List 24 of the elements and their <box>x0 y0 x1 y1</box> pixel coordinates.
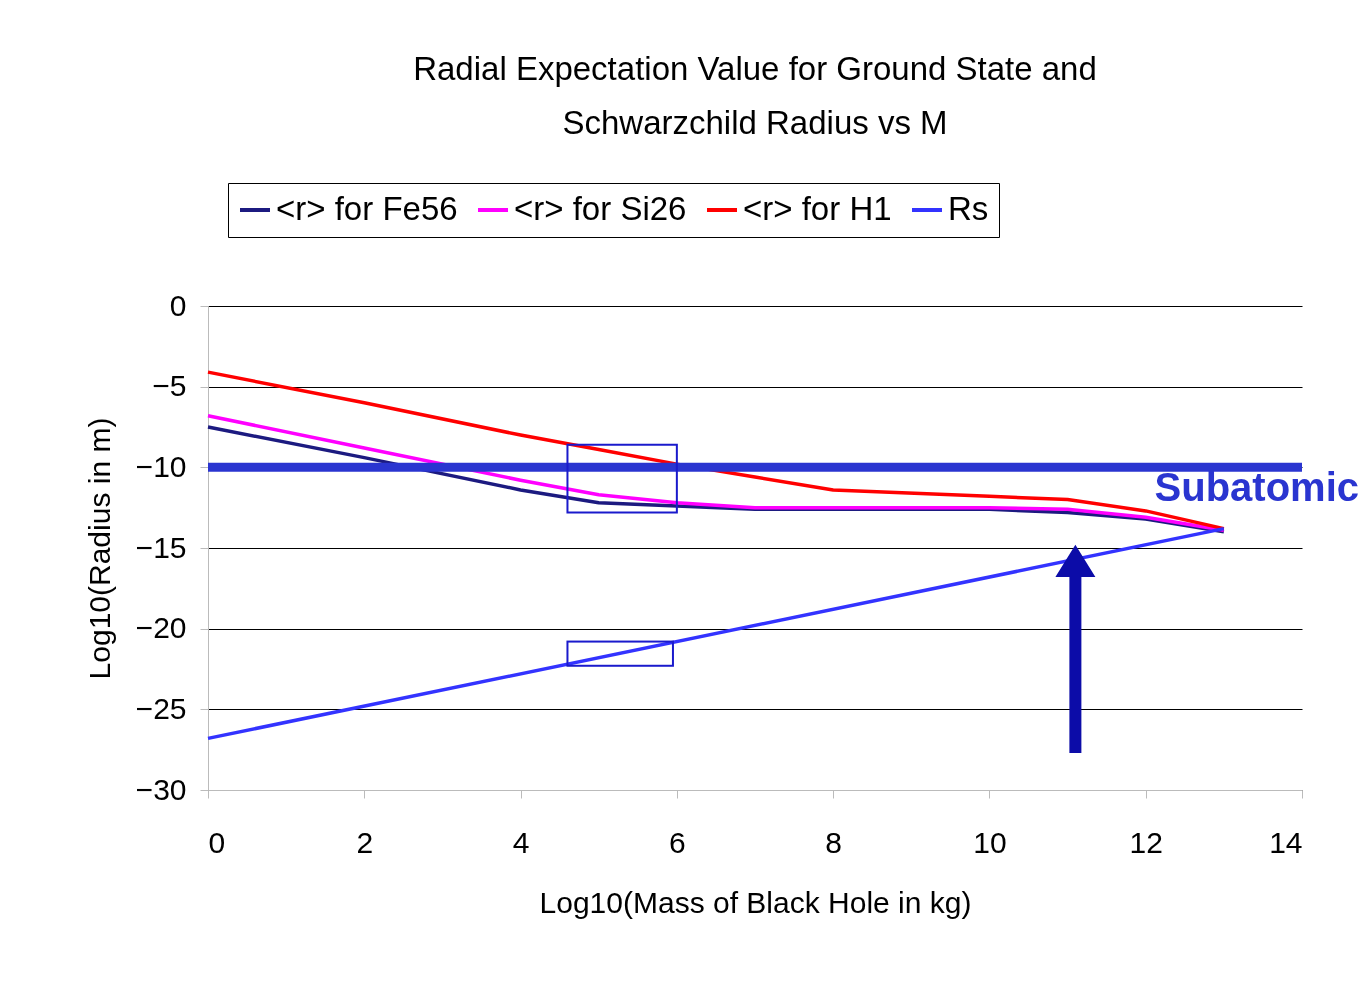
legend-label: <r> for Si26 <box>514 190 687 227</box>
x-tick-label: 6 <box>669 825 686 859</box>
x-tick-label: 4 <box>512 825 530 859</box>
legend-label: <r> for H1 <box>743 190 892 227</box>
x-tick-label: 10 <box>973 825 1007 859</box>
y-tick-label: −5 <box>152 369 187 403</box>
y-tick-label: −10 <box>135 449 187 483</box>
x-tick-label: 12 <box>1129 825 1163 859</box>
ref-line-label: Subatomic <box>1154 465 1359 510</box>
x-tick-label: 2 <box>356 825 374 859</box>
text: Radial Expectation Value for Ground State and <box>413 49 1097 87</box>
legend-label: Rs <box>948 190 989 227</box>
legend-label: <r> for Fe56 <box>276 190 458 227</box>
y-tick-label: −20 <box>135 611 187 645</box>
y-tick-label: −30 <box>135 772 187 806</box>
x-tick-label: 8 <box>825 825 842 859</box>
x-tick-label: 0 <box>208 825 226 859</box>
y-axis-title: Log10(Radius in m) <box>82 417 116 680</box>
text: Schwarzchild Radius vs M <box>562 103 948 141</box>
y-tick-label: 0 <box>169 288 187 322</box>
y-tick-label: −15 <box>135 530 187 564</box>
x-tick-label: 14 <box>1269 825 1303 859</box>
y-tick-label: −25 <box>135 691 187 725</box>
x-axis-title: Log10(Mass of Black Hole in kg) <box>539 885 972 919</box>
